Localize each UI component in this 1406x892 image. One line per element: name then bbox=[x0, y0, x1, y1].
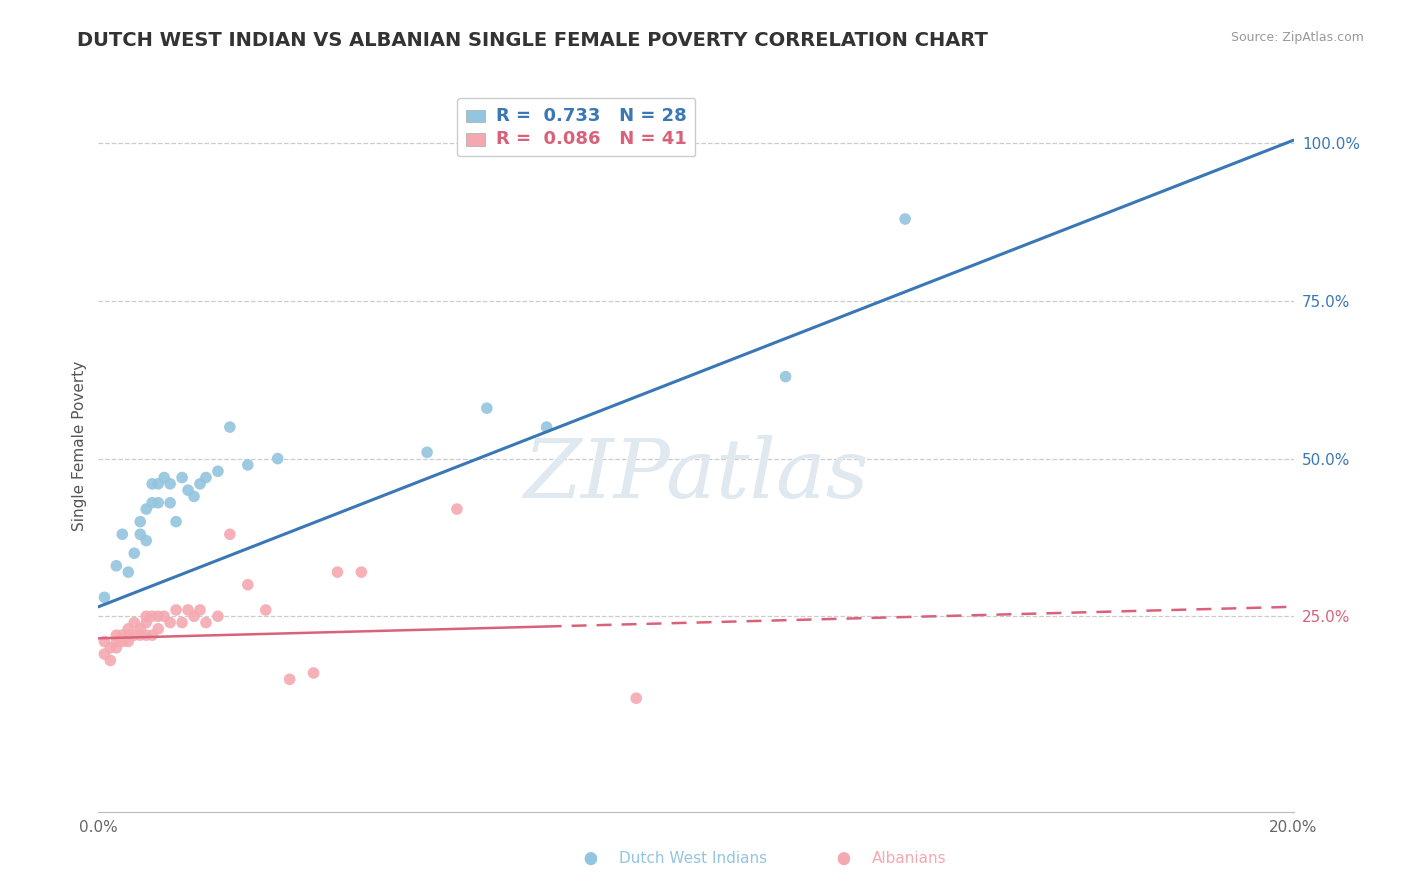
Point bbox=[148, 622, 170, 636]
Point bbox=[219, 527, 242, 541]
Point bbox=[236, 578, 259, 592]
Point bbox=[148, 496, 170, 510]
Point bbox=[117, 628, 139, 642]
Point bbox=[267, 451, 290, 466]
Point bbox=[124, 546, 146, 560]
Point bbox=[141, 628, 163, 642]
Point bbox=[135, 533, 157, 548]
Point bbox=[111, 527, 134, 541]
Point bbox=[111, 628, 134, 642]
Point bbox=[141, 496, 163, 510]
Point bbox=[129, 527, 152, 541]
Text: Source: ZipAtlas.com: Source: ZipAtlas.com bbox=[1230, 31, 1364, 45]
Point bbox=[135, 615, 157, 630]
Point bbox=[195, 615, 218, 630]
Point bbox=[207, 609, 229, 624]
Point bbox=[416, 445, 439, 459]
Text: Dutch West Indians: Dutch West Indians bbox=[619, 851, 766, 865]
Point bbox=[98, 653, 122, 667]
Point bbox=[129, 622, 152, 636]
Point bbox=[124, 615, 146, 630]
Point bbox=[207, 464, 229, 478]
Point bbox=[195, 470, 218, 484]
Point bbox=[93, 634, 115, 648]
Point bbox=[183, 609, 205, 624]
Point bbox=[105, 558, 128, 573]
Point bbox=[177, 483, 200, 497]
Text: DUTCH WEST INDIAN VS ALBANIAN SINGLE FEMALE POVERTY CORRELATION CHART: DUTCH WEST INDIAN VS ALBANIAN SINGLE FEM… bbox=[77, 31, 988, 50]
Text: ⬤: ⬤ bbox=[583, 852, 598, 864]
Point bbox=[254, 603, 277, 617]
Point bbox=[172, 615, 194, 630]
Text: ⬤: ⬤ bbox=[837, 852, 851, 864]
Point bbox=[475, 401, 498, 416]
Point bbox=[135, 609, 157, 624]
Point bbox=[129, 628, 152, 642]
Text: ZIPatlas: ZIPatlas bbox=[523, 435, 869, 516]
Point bbox=[183, 490, 205, 504]
Point bbox=[148, 609, 170, 624]
Point bbox=[236, 458, 259, 472]
Point bbox=[278, 673, 301, 687]
Point bbox=[124, 628, 146, 642]
Y-axis label: Single Female Poverty: Single Female Poverty bbox=[72, 361, 87, 531]
Point bbox=[159, 476, 181, 491]
Point bbox=[111, 634, 134, 648]
Point bbox=[219, 420, 242, 434]
Point bbox=[446, 502, 468, 516]
Point bbox=[172, 470, 194, 484]
Point bbox=[159, 496, 181, 510]
Point bbox=[148, 476, 170, 491]
Point bbox=[626, 691, 648, 706]
Point bbox=[177, 603, 200, 617]
Text: Albanians: Albanians bbox=[872, 851, 946, 865]
Point bbox=[105, 640, 128, 655]
Point bbox=[188, 476, 211, 491]
Legend: R =  0.733   N = 28, R =  0.086   N = 41: R = 0.733 N = 28, R = 0.086 N = 41 bbox=[457, 98, 696, 156]
Point bbox=[105, 634, 128, 648]
Point bbox=[350, 565, 373, 579]
Point bbox=[135, 628, 157, 642]
Point bbox=[141, 476, 163, 491]
Point bbox=[93, 591, 115, 605]
Point bbox=[153, 609, 176, 624]
Point bbox=[141, 609, 163, 624]
Point bbox=[159, 615, 181, 630]
Point bbox=[98, 640, 122, 655]
Point bbox=[165, 603, 187, 617]
Point bbox=[117, 622, 139, 636]
Point bbox=[93, 647, 115, 661]
Point bbox=[775, 369, 797, 384]
Point bbox=[105, 628, 128, 642]
Point bbox=[135, 502, 157, 516]
Point bbox=[117, 565, 139, 579]
Point bbox=[894, 212, 917, 227]
Point bbox=[129, 515, 152, 529]
Point bbox=[188, 603, 211, 617]
Point bbox=[165, 515, 187, 529]
Point bbox=[302, 665, 325, 680]
Point bbox=[326, 565, 349, 579]
Point bbox=[536, 420, 558, 434]
Point bbox=[153, 470, 176, 484]
Point bbox=[117, 634, 139, 648]
